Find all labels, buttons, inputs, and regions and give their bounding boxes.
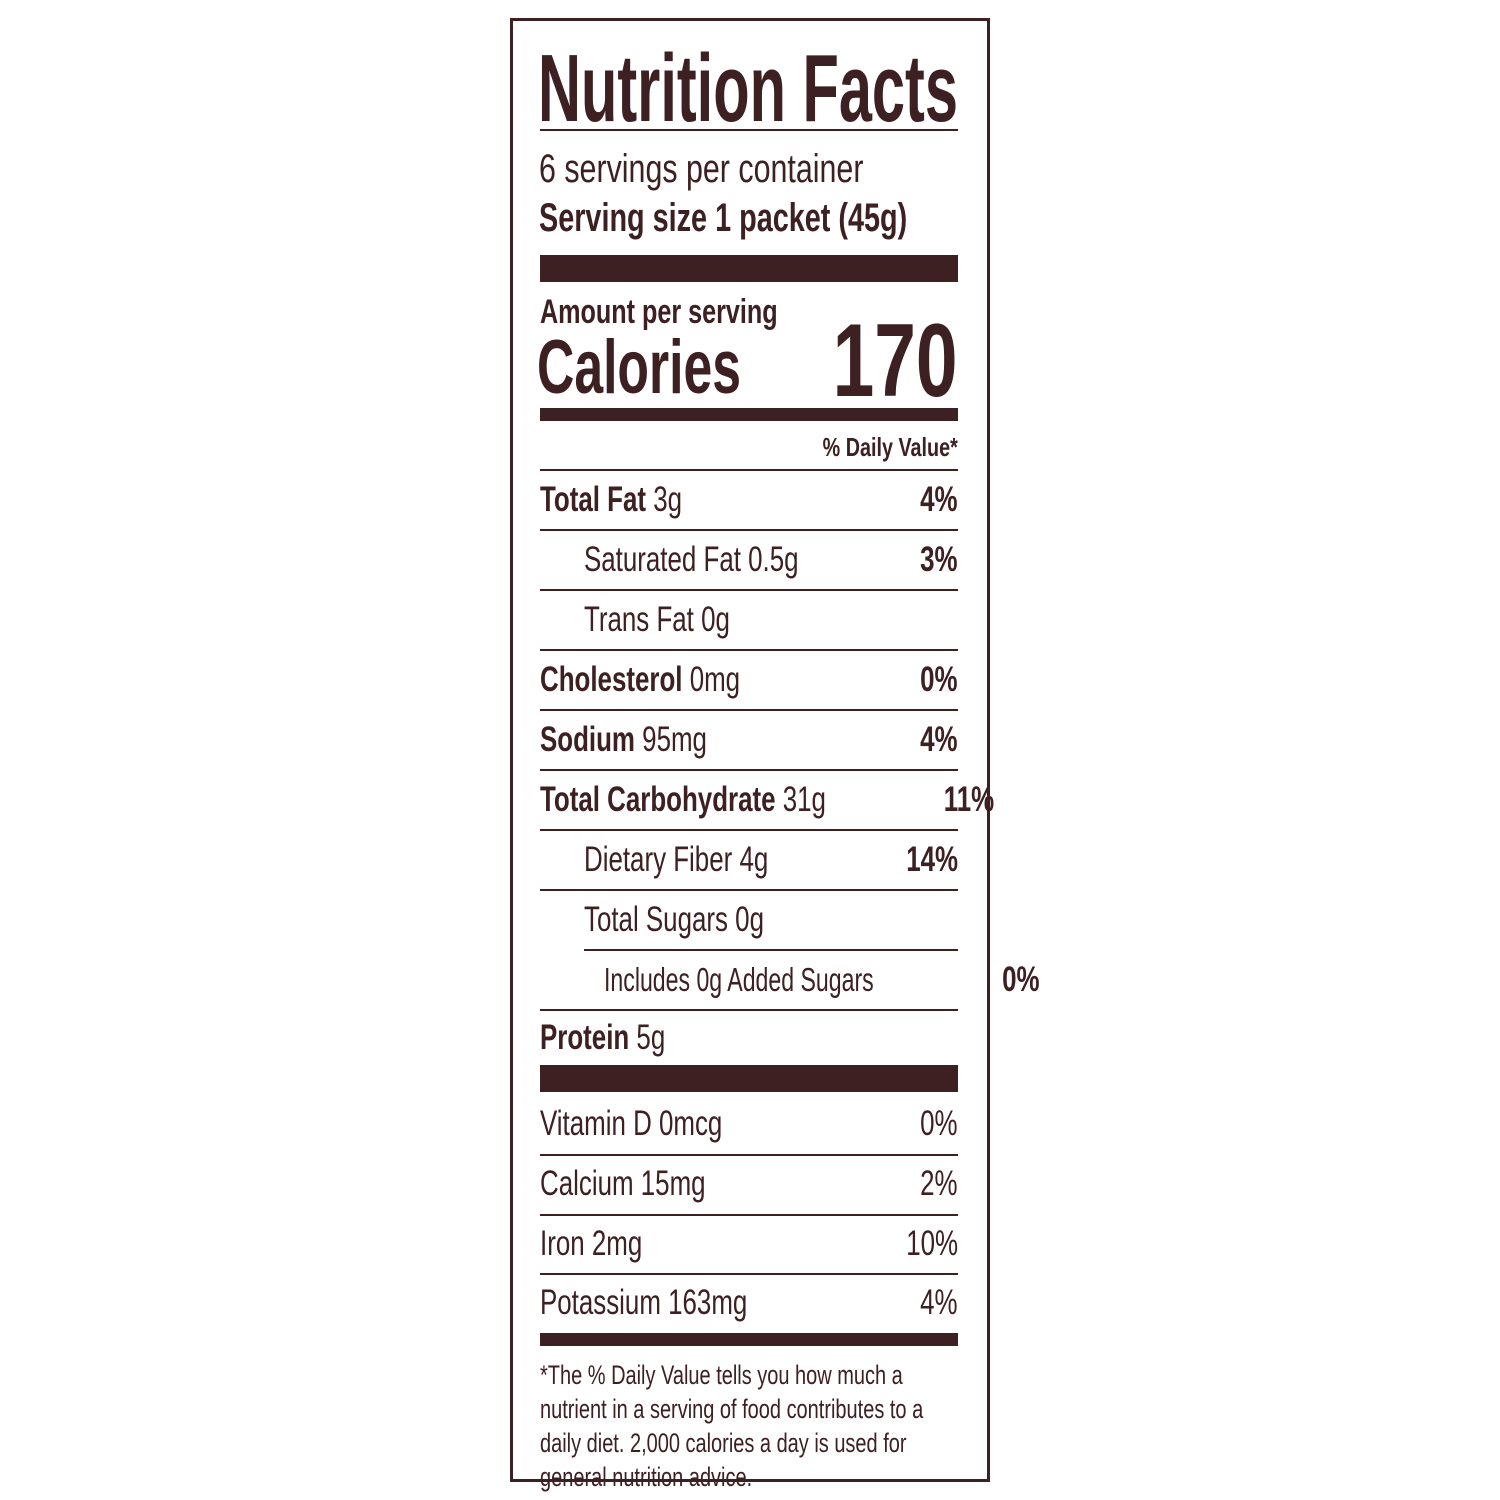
nutrient-row-cholesterol: Cholesterol 0mg 0% [540,651,958,709]
divider [540,709,958,711]
dv-text: 2% [920,1164,958,1203]
name-text: Trans Fat [584,600,694,639]
amount-text: 0mg [689,660,741,699]
dv-text: 4% [920,720,958,759]
divider [540,1154,958,1156]
amount-per-serving: Amount per serving [540,292,861,332]
name-text: Saturated Fat [584,540,741,579]
dv-text: 4% [920,1283,958,1322]
amount-text: 4g [739,840,769,879]
dv-text: 14% [906,840,958,879]
divider [540,129,958,131]
daily-value-header: % Daily Value* [780,432,958,462]
servings-text: 6 servings per container [539,147,864,191]
divider [540,649,958,651]
name-text: Total Carbohydrate [540,780,776,819]
calories-value: 170 [784,306,958,416]
name-text: Total Sugars [584,900,728,939]
dv-text: 3% [920,540,958,579]
amount-text: 15mg [640,1164,706,1203]
name-text: Total Fat [540,480,646,519]
name-text: Potassium [540,1283,661,1322]
nutrient-row-added-sugars: Includes 0g Added Sugars 0% [604,951,1040,1009]
serving-size: Serving size 1 packet (45g) [539,195,1050,241]
serving-size-value: 1 packet (45g) [715,196,908,240]
nutrient-row-total-carbohydrate: Total Carbohydrate 31g 11% [540,771,995,829]
name-text: Includes 0g Added Sugars [604,961,874,998]
dv-text: 0% [920,1104,958,1143]
vitamin-row-iron: Iron 2mg 10% [540,1215,958,1273]
calories-label-text: Calories [537,325,741,410]
amount-text: 31g [782,780,826,819]
thick-divider [540,255,958,282]
amount-text: 95mg [642,720,707,759]
medium-divider [540,1333,958,1346]
divider [540,769,958,771]
amount-text: 5g [636,1018,666,1057]
calories-value-text: 170 [833,303,958,419]
amount-text: 0g [701,600,730,639]
nutrient-row-total-fat: Total Fat 3g 4% [540,471,958,529]
divider [540,1009,958,1011]
divider [540,529,958,531]
divider [540,889,958,891]
divider [540,1214,958,1216]
vitamin-row-vitamin-d: Vitamin D 0mcg 0% [540,1095,958,1153]
nutrient-row-saturated-fat: Saturated Fat 0.5g 3% [584,531,958,589]
divider [540,829,958,831]
name-text: Iron [540,1224,585,1263]
label-title: Nutrition Facts [538,34,1215,144]
vitamin-row-calcium: Calcium 15mg 2% [540,1155,958,1213]
footnote: *The % Daily Value tells you how much a … [540,1360,924,1492]
amount-text: 163mg [668,1283,748,1322]
servings-per-container: 6 servings per container [539,146,966,192]
name-text: Vitamin D [540,1104,652,1143]
daily-value-header-text: % Daily Value* [822,432,958,462]
amount-text: 0.5g [748,540,799,579]
dv-text: 4% [920,480,958,519]
serving-size-label: Serving size [539,196,708,240]
nutrient-row-protein: Protein 5g [540,1009,958,1067]
amount-text: 3g [653,480,683,519]
dv-text: 0% [1002,960,1040,999]
divider [584,949,958,951]
dv-text: 0% [920,660,958,699]
dv-text: 10% [906,1224,958,1263]
amount-per-serving-text: Amount per serving [540,293,778,331]
divider [540,469,958,471]
divider [540,1273,958,1275]
name-text: Dietary Fiber [584,840,733,879]
name-text: Protein [540,1018,630,1057]
divider [540,589,958,591]
nutrient-row-dietary-fiber: Dietary Fiber 4g 14% [584,831,958,889]
name-text: Sodium [540,720,635,759]
thick-divider [540,1065,958,1092]
amount-text: 2mg [591,1224,643,1263]
name-text: Calcium [540,1164,634,1203]
name-text: Cholesterol [540,660,683,699]
medium-divider [540,408,958,421]
amount-text: 0mcg [659,1104,723,1143]
nutrient-row-trans-fat: Trans Fat 0g [584,591,958,649]
vitamin-row-potassium: Potassium 163mg 4% [540,1274,958,1332]
calories-label: Calories [537,325,837,411]
nutrient-row-sodium: Sodium 95mg 4% [540,711,958,769]
nutrition-label-border [510,18,990,1482]
title-text: Nutrition Facts [538,35,958,142]
amount-text: 0g [735,900,764,939]
nutrient-row-total-sugars: Total Sugars 0g [584,891,958,949]
dv-text: 11% [944,780,995,819]
